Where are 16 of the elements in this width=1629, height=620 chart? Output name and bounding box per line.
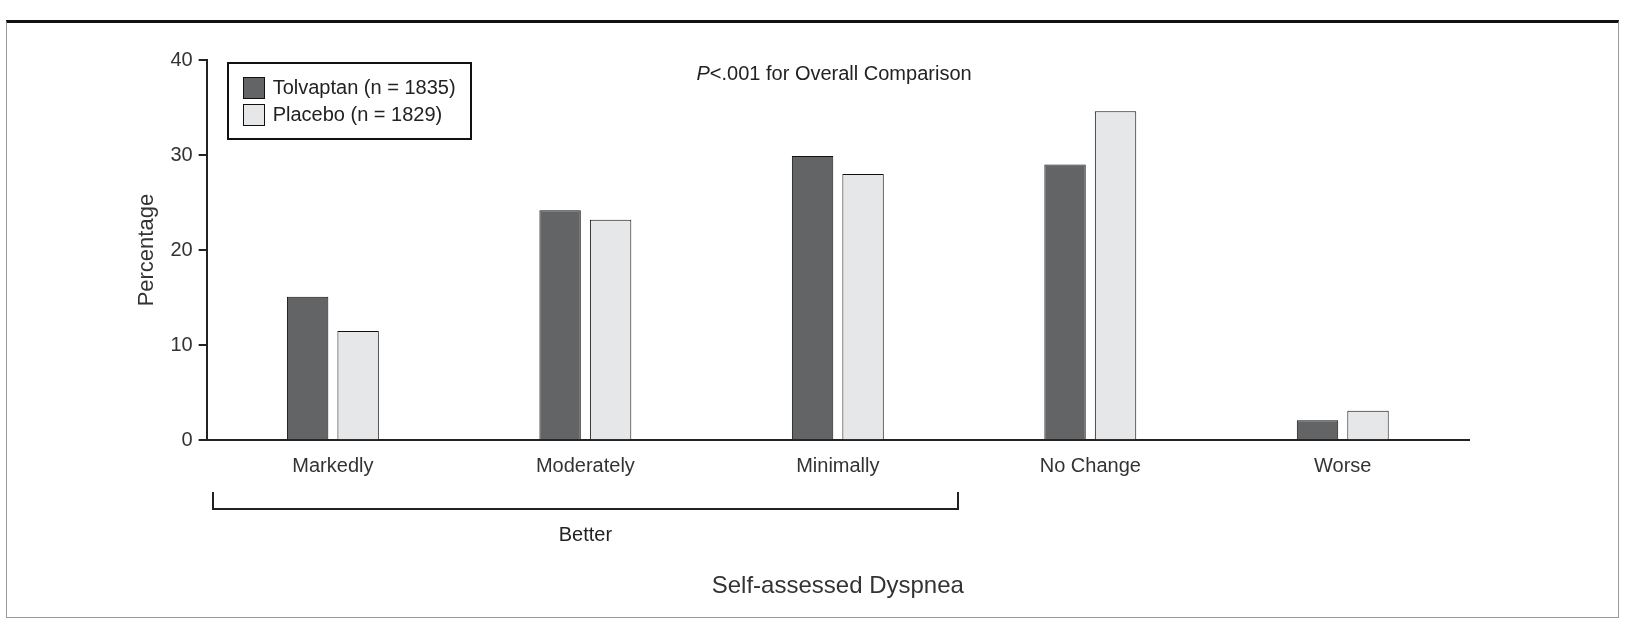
y-tick-label: 10 [170, 332, 193, 355]
legend-label: Placebo (n = 1829) [272, 103, 443, 126]
y-tick-label: 40 [170, 47, 193, 70]
x-axis-title: Self-assessed Dyspnea [711, 571, 965, 599]
x-tick-label: No Change [1039, 453, 1141, 476]
y-tick-label: 0 [181, 427, 193, 450]
x-tick-label: Worse [1314, 453, 1372, 476]
text: Better [558, 522, 613, 545]
legend-label: Tolvaptan (n = 1835) [272, 76, 456, 99]
y-axis-title: Percentage [133, 193, 159, 307]
y-tick-label: 30 [170, 142, 193, 165]
x-tick-label: Markedly [292, 453, 374, 476]
x-tick-label: Minimally [796, 453, 880, 476]
annotation: P<.001 for Overall Comparison [696, 61, 972, 84]
y-tick-label: 20 [170, 237, 193, 260]
x-tick-label: Moderately [535, 453, 635, 476]
